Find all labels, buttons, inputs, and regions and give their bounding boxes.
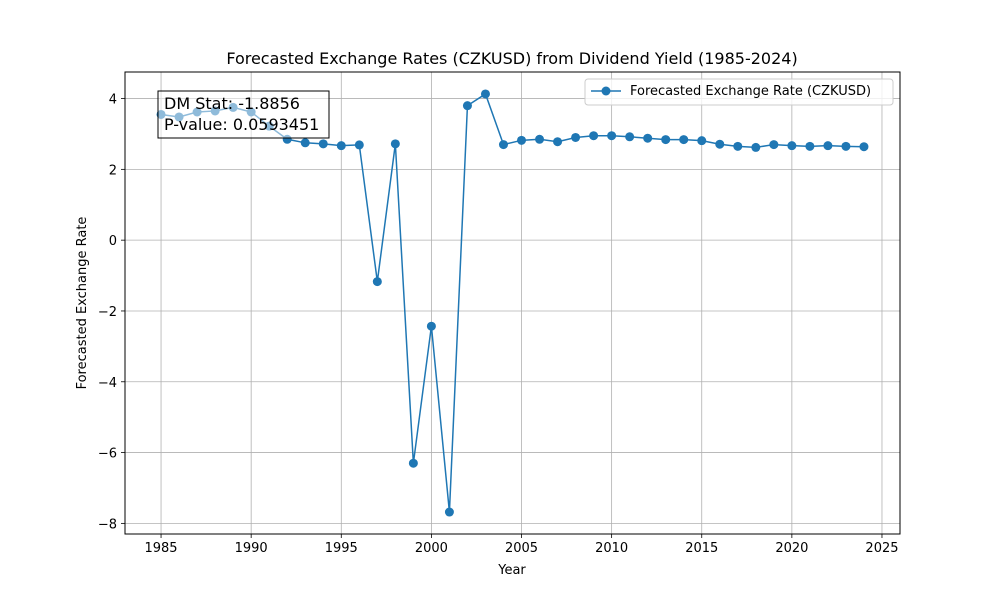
x-tick-label: 2025 — [865, 541, 898, 556]
y-axis-label: Forecasted Exchange Rate — [75, 217, 90, 390]
y-tick-label: −2 — [98, 305, 117, 320]
data-point — [336, 141, 346, 151]
data-point — [859, 142, 869, 152]
x-tick-label: 2010 — [595, 541, 628, 556]
data-point — [607, 131, 617, 141]
x-axis-label: Year — [497, 563, 526, 578]
data-point — [805, 141, 815, 151]
data-point — [823, 141, 833, 151]
data-point — [553, 137, 563, 147]
legend-marker-swatch — [601, 86, 611, 96]
data-point — [318, 139, 328, 149]
y-tick-label: −8 — [98, 517, 117, 532]
x-tick-label: 1995 — [325, 541, 358, 556]
dm-stat-annotation: DM Stat: -1.8856 P-value: 0.0593451 — [157, 90, 330, 139]
x-tick-label: 2020 — [775, 541, 808, 556]
y-tick-label: 2 — [109, 163, 117, 178]
annotation-dm-stat: DM Stat: -1.8856 — [164, 94, 300, 113]
data-point — [733, 141, 743, 151]
data-point — [679, 135, 689, 145]
data-point — [390, 139, 400, 149]
legend: Forecasted Exchange Rate (CZKUSD) — [584, 78, 894, 106]
data-point — [535, 134, 545, 144]
data-point — [751, 142, 761, 152]
data-point — [408, 458, 418, 468]
data-point — [589, 131, 599, 141]
annotation-box — [157, 90, 330, 139]
x-tick-label: 2015 — [685, 541, 718, 556]
legend-box — [584, 78, 894, 106]
data-point — [643, 133, 653, 143]
data-point — [426, 321, 436, 331]
legend-label: Forecasted Exchange Rate (CZKUSD) — [630, 84, 871, 99]
data-point — [372, 277, 382, 287]
data-point — [787, 141, 797, 151]
plot-frame — [124, 71, 901, 535]
data-point — [354, 140, 364, 150]
y-tick-label: −6 — [98, 447, 117, 462]
data-point — [444, 507, 454, 517]
data-point — [697, 136, 707, 146]
data-point — [625, 132, 635, 142]
x-tick-label: 1990 — [235, 541, 268, 556]
data-point — [661, 135, 671, 145]
data-point — [571, 132, 581, 142]
data-point — [769, 140, 779, 150]
x-tick-label: 2005 — [505, 541, 538, 556]
y-tick-label: −4 — [98, 376, 117, 391]
x-tick-label: 2000 — [415, 541, 448, 556]
data-point — [517, 135, 527, 145]
data-point — [715, 139, 725, 149]
x-tick-label: 1985 — [144, 541, 177, 556]
data-point — [498, 140, 508, 150]
y-tick-label: 4 — [109, 93, 117, 108]
data-point — [480, 89, 490, 99]
data-point — [841, 141, 851, 151]
data-point — [300, 138, 310, 148]
y-tick-label: 0 — [109, 234, 117, 249]
chart-title: Forecasted Exchange Rates (CZKUSD) from … — [226, 49, 797, 68]
annotation-p-value: P-value: 0.0593451 — [164, 115, 319, 134]
data-point — [462, 101, 472, 111]
x-axis: 1985 1990 1995 2000 2005 2010 2015 2020 2025 — [144, 534, 899, 556]
y-axis: −8 −6 −4 −2 0 2 4 — [98, 93, 125, 532]
